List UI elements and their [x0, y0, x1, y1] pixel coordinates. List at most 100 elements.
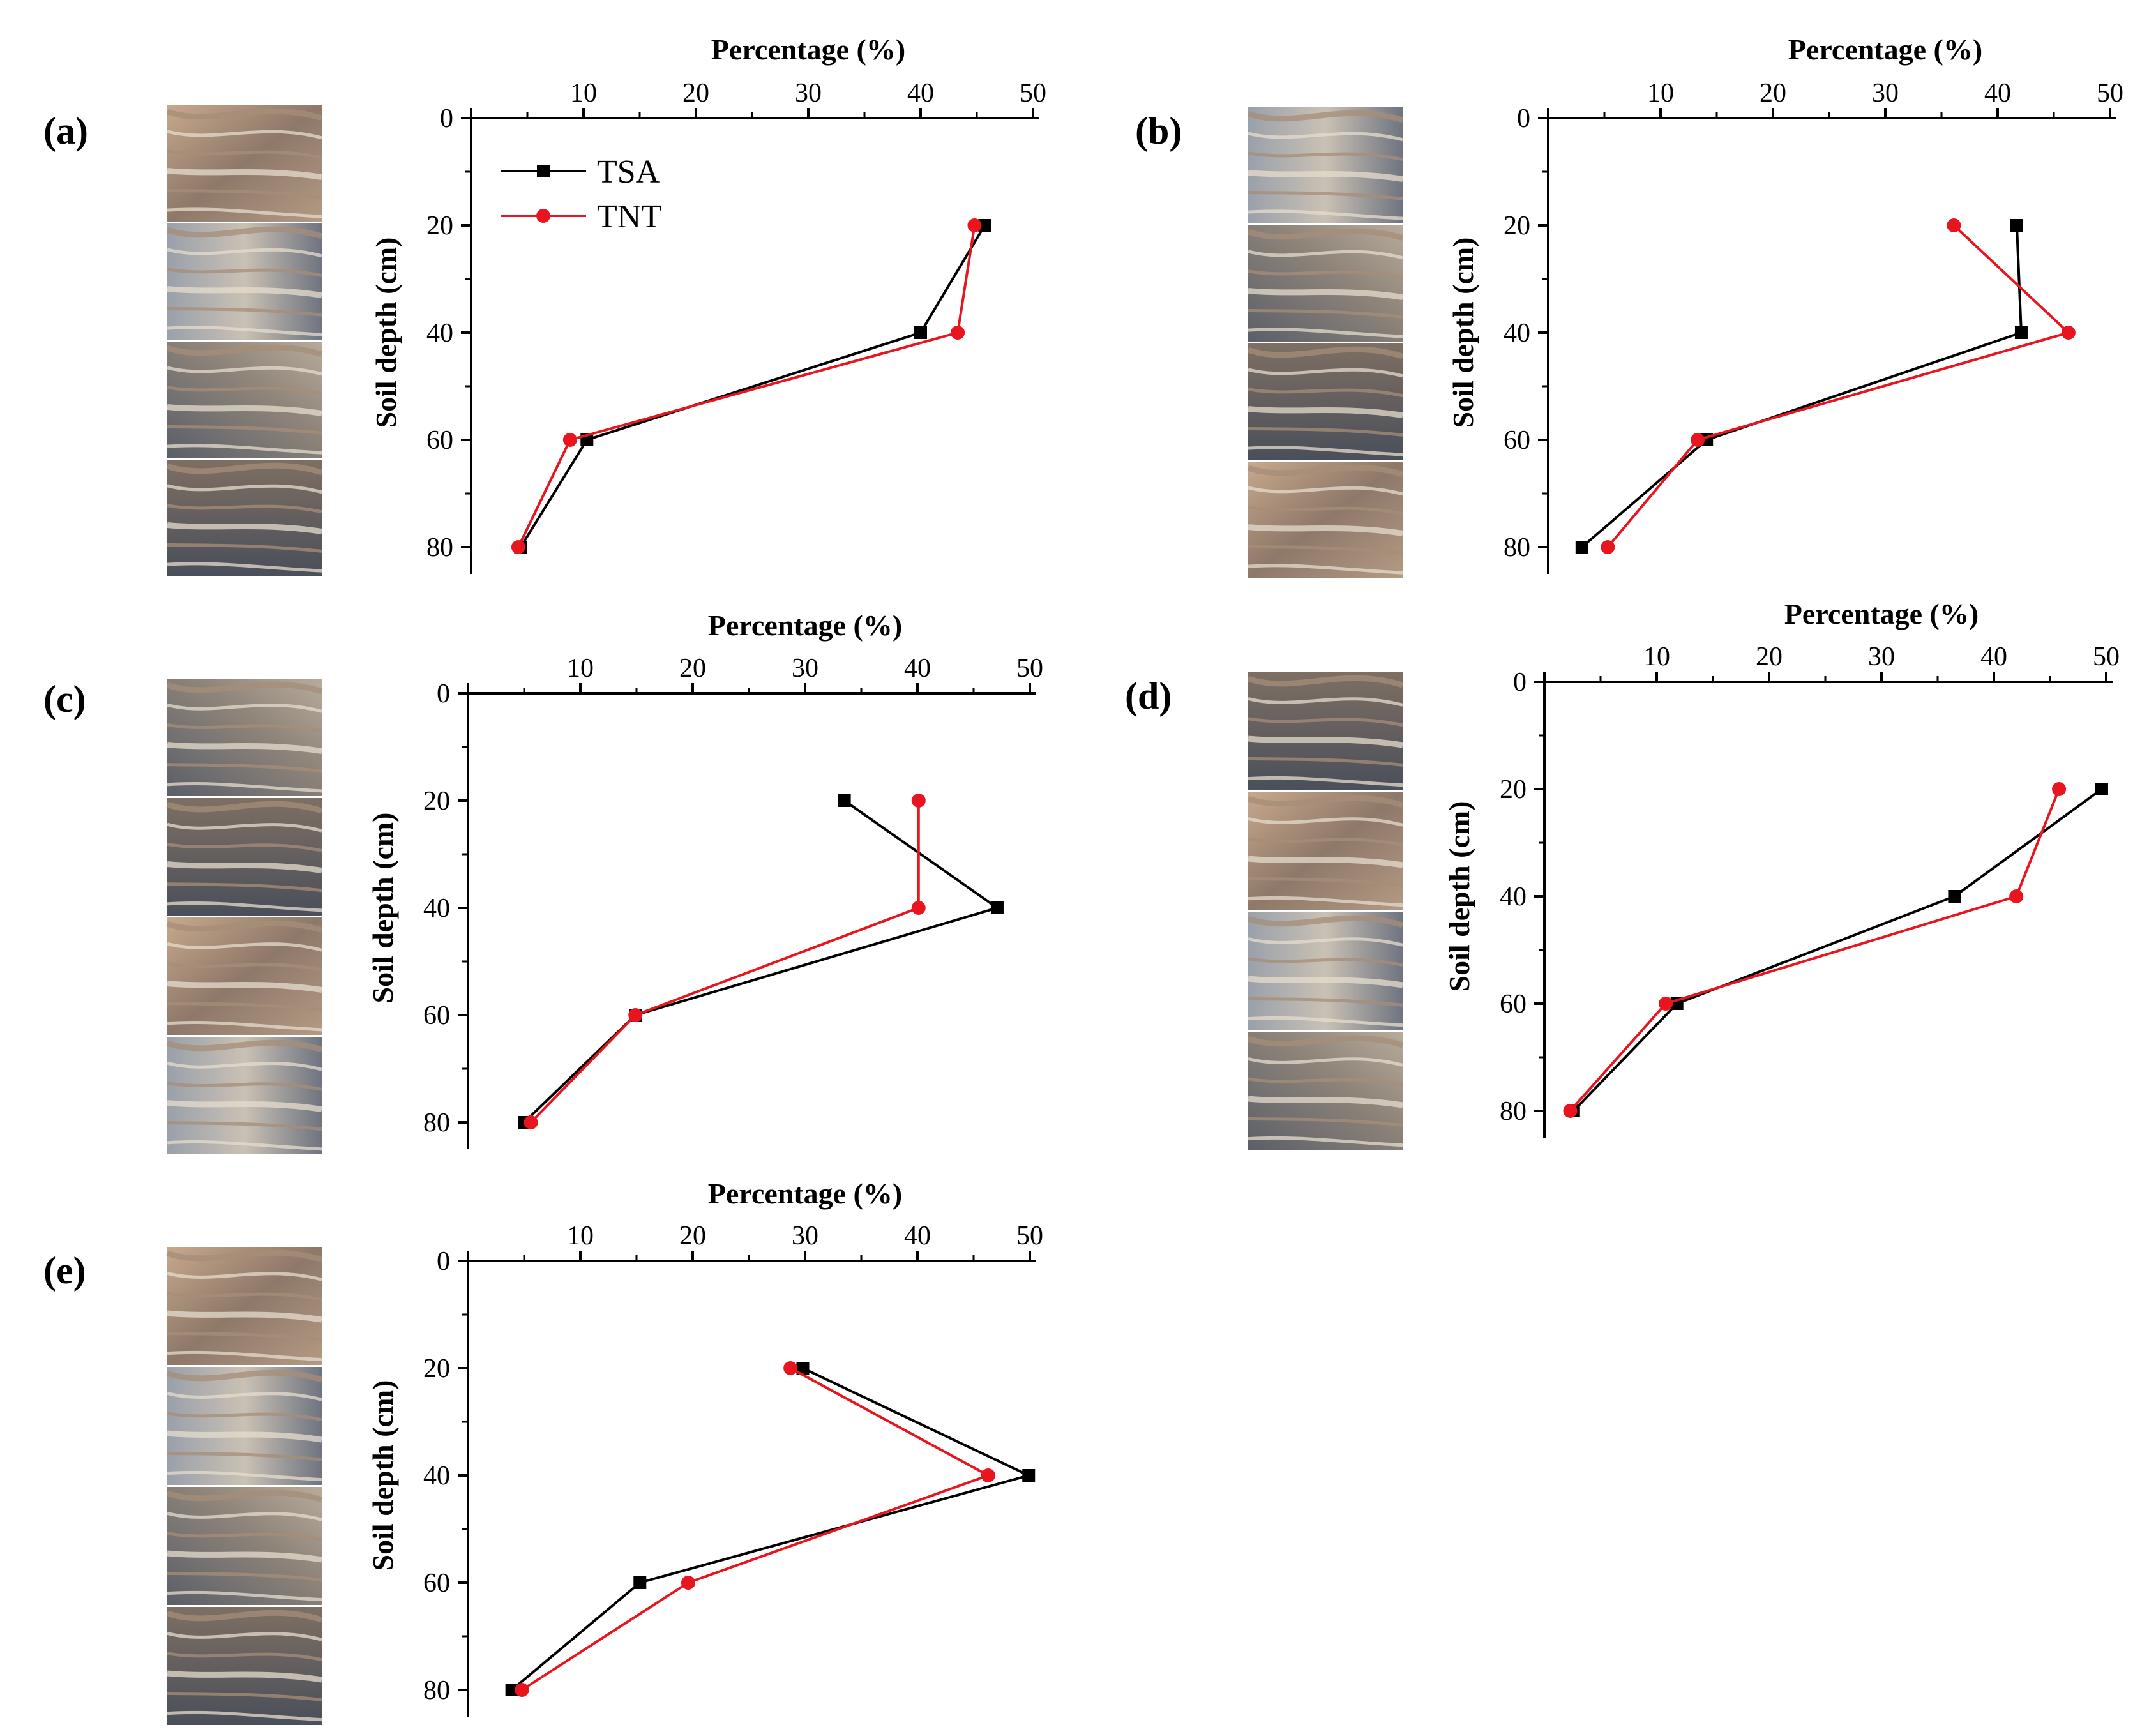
root-strand	[1248, 288, 1403, 300]
x-tick-label: 20	[679, 1221, 706, 1251]
data-point	[681, 1576, 695, 1590]
root-photo	[167, 917, 322, 1035]
root-strand	[167, 1121, 322, 1131]
x-tick-label: 50	[2097, 79, 2123, 108]
root-photo	[1248, 672, 1403, 790]
root-strand	[1248, 776, 1403, 787]
x-tick-label: 20	[1760, 79, 1786, 108]
root-photo	[1248, 1032, 1403, 1150]
data-point	[562, 433, 577, 447]
root-strand	[167, 822, 322, 833]
root-strand	[1248, 717, 1403, 727]
x-tick-label: 30	[792, 654, 818, 683]
root-strand	[167, 1100, 322, 1112]
root-strand	[1247, 346, 1404, 359]
root-strand	[167, 1710, 322, 1722]
y-tick-label: 0	[437, 1247, 450, 1276]
root-photo	[167, 105, 322, 222]
root-photo	[167, 1247, 322, 1365]
root-strand	[166, 681, 323, 695]
panel-label: (e)	[43, 1249, 86, 1292]
series-line	[1572, 788, 2103, 1112]
x-tick-label: 40	[1980, 642, 2007, 672]
root-strand	[167, 1292, 322, 1302]
data-point	[511, 540, 525, 554]
root-strand	[1248, 937, 1403, 947]
root-strand	[167, 425, 322, 435]
root-strand	[167, 1631, 322, 1641]
root-strand	[1248, 190, 1403, 200]
data-point	[911, 901, 926, 915]
root-strand	[1248, 151, 1403, 162]
x-axis-title: Percentage (%)	[711, 33, 905, 66]
series-tnt	[511, 218, 982, 554]
root-strand	[167, 168, 322, 180]
root-strand	[167, 268, 322, 278]
x-tick-label: 30	[1868, 642, 1895, 672]
root-strand	[166, 108, 323, 121]
root-strand	[167, 1271, 322, 1281]
y-tick-label: 60	[1500, 990, 1527, 1019]
root-strand	[167, 149, 322, 160]
root-strand	[167, 723, 322, 733]
root-strand	[1248, 817, 1403, 827]
series-tnt	[515, 1361, 995, 1697]
root-strand	[1248, 896, 1403, 907]
series-tsa	[505, 1362, 1036, 1696]
x-tick-label: 40	[904, 1221, 931, 1251]
root-photo	[167, 679, 322, 796]
root-photo	[1248, 462, 1403, 578]
legend-label: TNT	[597, 199, 661, 235]
y-tick-label: 20	[1500, 775, 1527, 804]
root-strand	[167, 306, 322, 317]
root-strand	[167, 1020, 322, 1032]
root-strand	[167, 763, 322, 773]
root-strand	[167, 1430, 322, 1443]
series-line	[530, 801, 920, 1124]
series-line	[517, 225, 976, 548]
root-strand	[167, 742, 322, 754]
panel-label: (d)	[1125, 675, 1172, 717]
root-photo	[167, 1487, 322, 1605]
root-strand	[166, 1249, 323, 1263]
y-tick-label: 40	[423, 894, 450, 923]
root-strand	[166, 462, 323, 476]
root-strand	[167, 1532, 322, 1542]
data-point	[524, 1115, 538, 1129]
y-axis-title: Soil depth (cm)	[370, 237, 402, 428]
root-strand	[167, 1140, 322, 1151]
root-strand	[1248, 388, 1403, 398]
root-photo-strip	[166, 105, 323, 578]
root-strand	[1248, 1136, 1403, 1147]
data-point	[628, 1008, 643, 1022]
y-tick-label: 0	[437, 679, 450, 709]
root-strand	[167, 1451, 322, 1461]
root-strand	[167, 1470, 322, 1482]
root-photo-strip	[166, 1247, 323, 1727]
series-line	[1606, 224, 2071, 548]
y-tick-label: 20	[423, 1354, 450, 1383]
root-strand	[166, 1039, 323, 1053]
root-strand	[167, 286, 322, 298]
panel-label: (a)	[43, 110, 88, 152]
root-strand	[1248, 976, 1403, 988]
root-strand	[1248, 328, 1403, 338]
root-strand	[166, 1369, 323, 1383]
series-tnt	[1563, 782, 2067, 1118]
root-photo	[167, 1367, 322, 1485]
root-strand	[167, 1590, 322, 1602]
panel-c: (c) 10 20 30 40 50 0 20 40 60 80 Percentage (%) Soil…	[43, 609, 1043, 1156]
data-point	[1691, 433, 1705, 447]
root-photo	[167, 1607, 322, 1725]
data-point	[2052, 782, 2067, 796]
root-strand	[1248, 250, 1403, 260]
data-point	[2095, 783, 2108, 795]
root-strand	[167, 1652, 322, 1662]
root-strand	[167, 326, 322, 336]
root-strand	[166, 920, 323, 933]
x-tick-label: 30	[792, 1221, 818, 1251]
root-strand	[166, 1489, 323, 1503]
root-strand	[1248, 957, 1403, 967]
series-line	[521, 1367, 991, 1691]
root-strand	[167, 981, 322, 993]
